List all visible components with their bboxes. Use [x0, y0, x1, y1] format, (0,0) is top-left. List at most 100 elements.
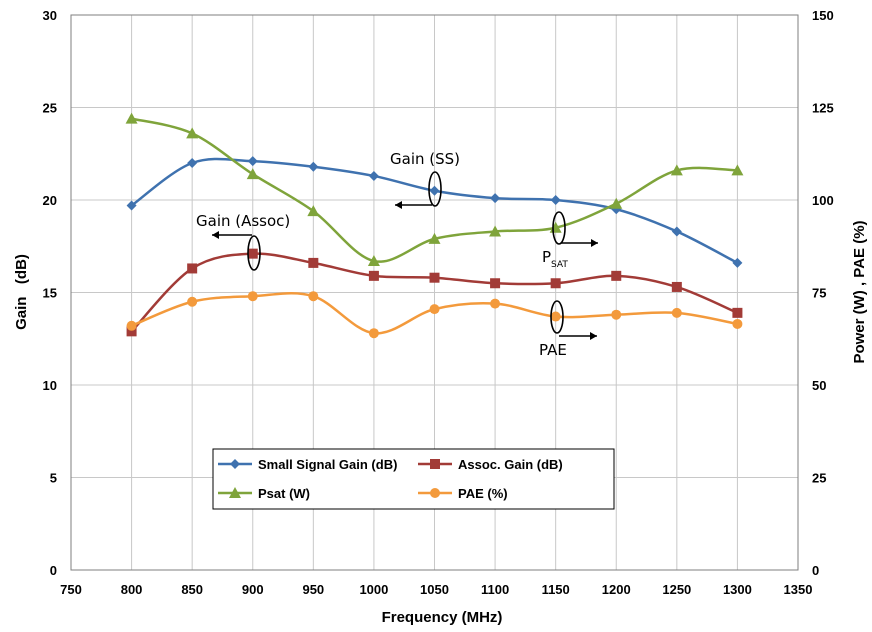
data-point — [367, 255, 380, 267]
data-point — [611, 309, 622, 320]
annotation-psat-main: P — [542, 248, 551, 266]
y-left-tick-label: 30 — [43, 8, 57, 23]
data-point — [550, 278, 561, 289]
data-point — [308, 161, 319, 172]
annotation-ellipse-gain-assoc — [247, 235, 261, 271]
data-point — [670, 164, 683, 176]
data-point — [307, 205, 320, 217]
x-tick-label: 900 — [242, 582, 264, 597]
legend-label: Small Signal Gain (dB) — [258, 457, 397, 472]
annotation-pae: PAE — [539, 341, 567, 359]
data-point — [429, 304, 440, 315]
data-point — [490, 298, 501, 309]
data-point — [671, 307, 682, 318]
data-point — [429, 185, 440, 196]
legend-item-3: PAE (%) — [418, 486, 508, 501]
data-point — [610, 197, 623, 209]
x-tick-label: 1300 — [723, 582, 752, 597]
data-point — [671, 226, 682, 237]
annotation-arrow-pae-head — [590, 332, 597, 340]
series-layer — [125, 112, 744, 339]
y-right-tick-label: 0 — [812, 563, 819, 578]
legend-box — [212, 448, 615, 510]
y-right-tick-label: 75 — [812, 286, 826, 301]
y-left-tick-label: 5 — [50, 471, 57, 486]
x-axis-title: Frequency (MHz) — [382, 609, 503, 626]
data-point — [186, 127, 199, 139]
x-tick-label: 1050 — [420, 582, 449, 597]
annotations: Gain (SS) Gain (Assoc) PSAT PAE — [196, 150, 598, 359]
series-2 — [125, 112, 744, 267]
data-point — [308, 257, 319, 268]
axes: 0 5 10 15 20 25 30 0 25 50 75 100 125 150 750 800 850 900… — [43, 8, 834, 597]
data-point — [611, 270, 622, 281]
y-axis-left-title: Gain (dB) — [13, 254, 30, 330]
data-point — [247, 248, 258, 259]
y-left-tick-label: 15 — [43, 286, 57, 301]
annotation-ellipse-gain-ss — [428, 171, 442, 207]
data-point — [550, 311, 561, 322]
legend-item-0: Small Signal Gain (dB) — [218, 457, 397, 472]
data-point — [368, 170, 379, 181]
y-left-tick-label: 0 — [50, 563, 57, 578]
data-point — [550, 195, 561, 205]
annotation-ellipse-pae — [550, 300, 564, 334]
legend-item-2: Psat (W) — [218, 486, 310, 501]
annotation-arrow-psat-head — [591, 239, 598, 247]
legend-swatch-marker — [230, 459, 240, 469]
y-right-tick-label: 125 — [812, 101, 834, 116]
annotation-psat-sub: SAT — [551, 260, 568, 270]
data-point — [671, 281, 682, 292]
data-point — [732, 307, 743, 318]
y-left-tick-label: 25 — [43, 101, 57, 116]
legend-label: Assoc. Gain (dB) — [458, 457, 563, 472]
data-point — [126, 326, 137, 337]
series-3 — [126, 291, 743, 339]
data-point — [731, 164, 744, 176]
x-tick-label: 1250 — [662, 582, 691, 597]
annotation-gain-ss: Gain (SS) — [390, 150, 460, 168]
data-point — [732, 318, 743, 329]
data-point — [187, 296, 198, 307]
annotation-arrow-gain-assoc-head — [212, 231, 219, 239]
data-point — [429, 272, 440, 283]
series-1 — [126, 248, 743, 337]
data-point — [187, 158, 198, 168]
data-point — [125, 112, 138, 124]
legend-swatch-marker — [229, 487, 241, 498]
y-right-tick-label: 150 — [812, 8, 834, 23]
data-point — [732, 257, 743, 268]
legend-swatch-marker — [430, 488, 440, 498]
legend-swatch-marker — [430, 459, 440, 469]
data-point — [368, 270, 379, 281]
annotation-psat: PSAT — [542, 248, 568, 270]
data-point — [490, 278, 501, 289]
y-right-tick-label: 50 — [812, 378, 826, 393]
x-tick-label: 1100 — [481, 582, 509, 597]
data-point — [126, 320, 137, 331]
annotation-arrow-gain-ss-head — [395, 201, 402, 209]
data-point — [126, 200, 137, 211]
data-point — [489, 225, 502, 237]
legend-label: PAE (%) — [458, 486, 508, 501]
plot-frame — [70, 14, 799, 571]
x-tick-label: 750 — [60, 582, 82, 597]
data-point — [308, 291, 319, 302]
data-point — [247, 291, 258, 302]
x-tick-label: 1000 — [359, 582, 388, 597]
annotation-ellipse-psat — [552, 211, 566, 245]
data-point — [428, 232, 441, 244]
legend: Small Signal Gain (dB) Assoc. Gain (dB) Ps… — [212, 448, 615, 510]
legend-item-1: Assoc. Gain (dB) — [418, 457, 563, 472]
data-point — [246, 168, 259, 180]
x-tick-label: 1150 — [542, 582, 570, 597]
x-tick-label: 1200 — [602, 582, 631, 597]
y-left-tick-label: 10 — [43, 378, 57, 393]
y-left-tick-label: 20 — [43, 193, 57, 208]
x-tick-label: 850 — [181, 582, 203, 597]
annotation-gain-assoc: Gain (Assoc) — [196, 212, 290, 230]
y-axis-right-title: Power (W) , PAE (%) — [851, 220, 868, 363]
data-point — [187, 263, 198, 274]
x-tick-label: 800 — [121, 582, 143, 597]
